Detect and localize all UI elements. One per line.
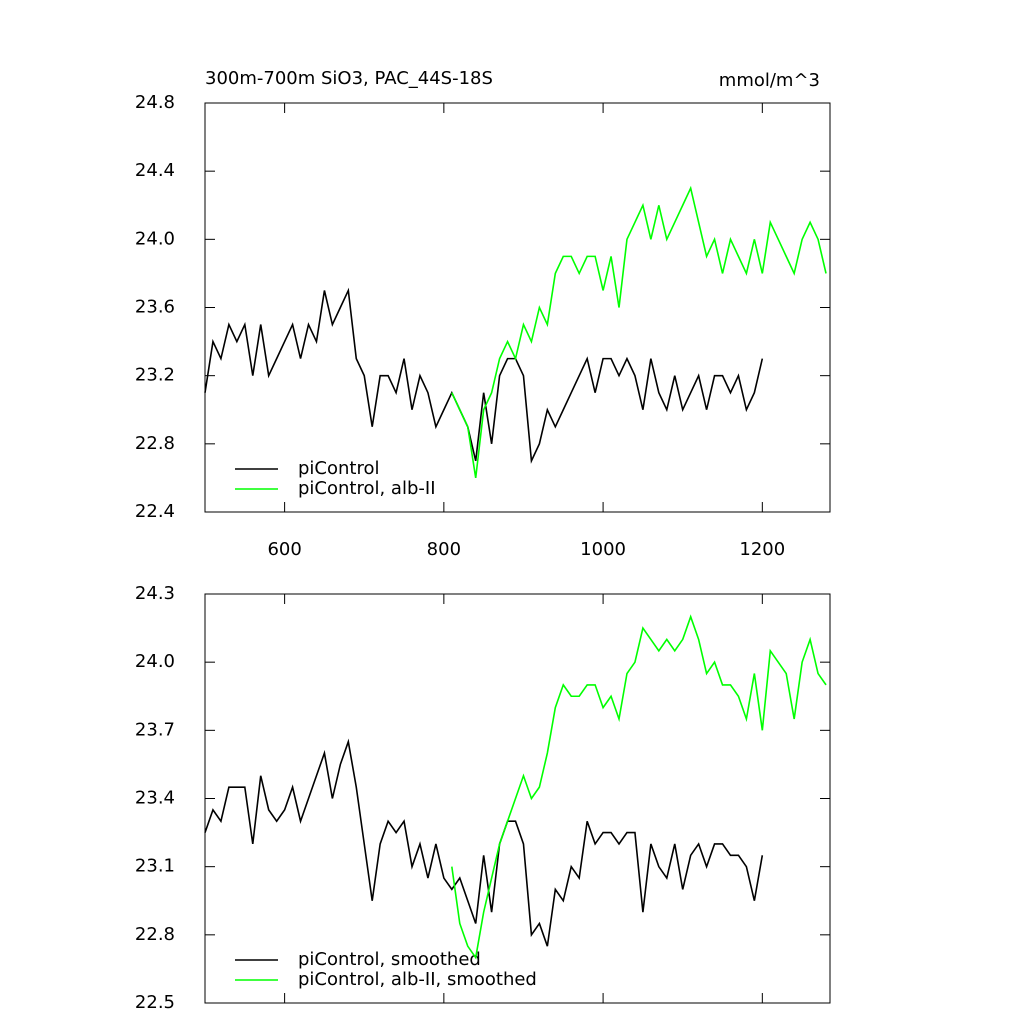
legend-label: piControl, alb-II, smoothed [298, 969, 537, 990]
plot-frame [204, 593, 831, 1004]
x-tick-label: 800 [427, 539, 461, 560]
y-tick-label: 22.8 [135, 924, 175, 945]
x-tick-label: 1000 [580, 539, 626, 560]
legend-label: piControl [298, 458, 380, 479]
y-tick-label: 24.0 [135, 651, 175, 672]
data-line [451, 185, 827, 479]
data-line [204, 738, 764, 947]
y-tick-label: 24.4 [135, 160, 175, 181]
y-tick-label: 23.1 [135, 856, 175, 877]
y-tick-label: 22.5 [135, 992, 175, 1013]
legend-label: piControl, alb-II [298, 478, 436, 499]
y-tick-label: 23.2 [135, 365, 175, 386]
y-tick-label: 24.3 [135, 583, 175, 604]
x-tick-label: 1200 [739, 539, 785, 560]
x-tick-label: 600 [267, 539, 301, 560]
y-tick-label: 23.6 [135, 297, 175, 318]
data-line [204, 287, 764, 464]
chart-title: 300m-700m SiO3, PAC_44S-18S [205, 68, 493, 89]
y-tick-label: 23.4 [135, 788, 175, 809]
legend-label: piControl, smoothed [298, 949, 481, 970]
data-line [451, 614, 827, 960]
y-tick-label: 24.0 [135, 228, 175, 249]
y-tick-label: 22.4 [135, 501, 175, 522]
y-tick-label: 23.7 [135, 719, 175, 740]
plot-frame [204, 102, 831, 513]
y-tick-label: 24.8 [135, 92, 175, 113]
y-tick-label: 22.8 [135, 433, 175, 454]
units-label: mmol/m^3 [719, 70, 820, 91]
